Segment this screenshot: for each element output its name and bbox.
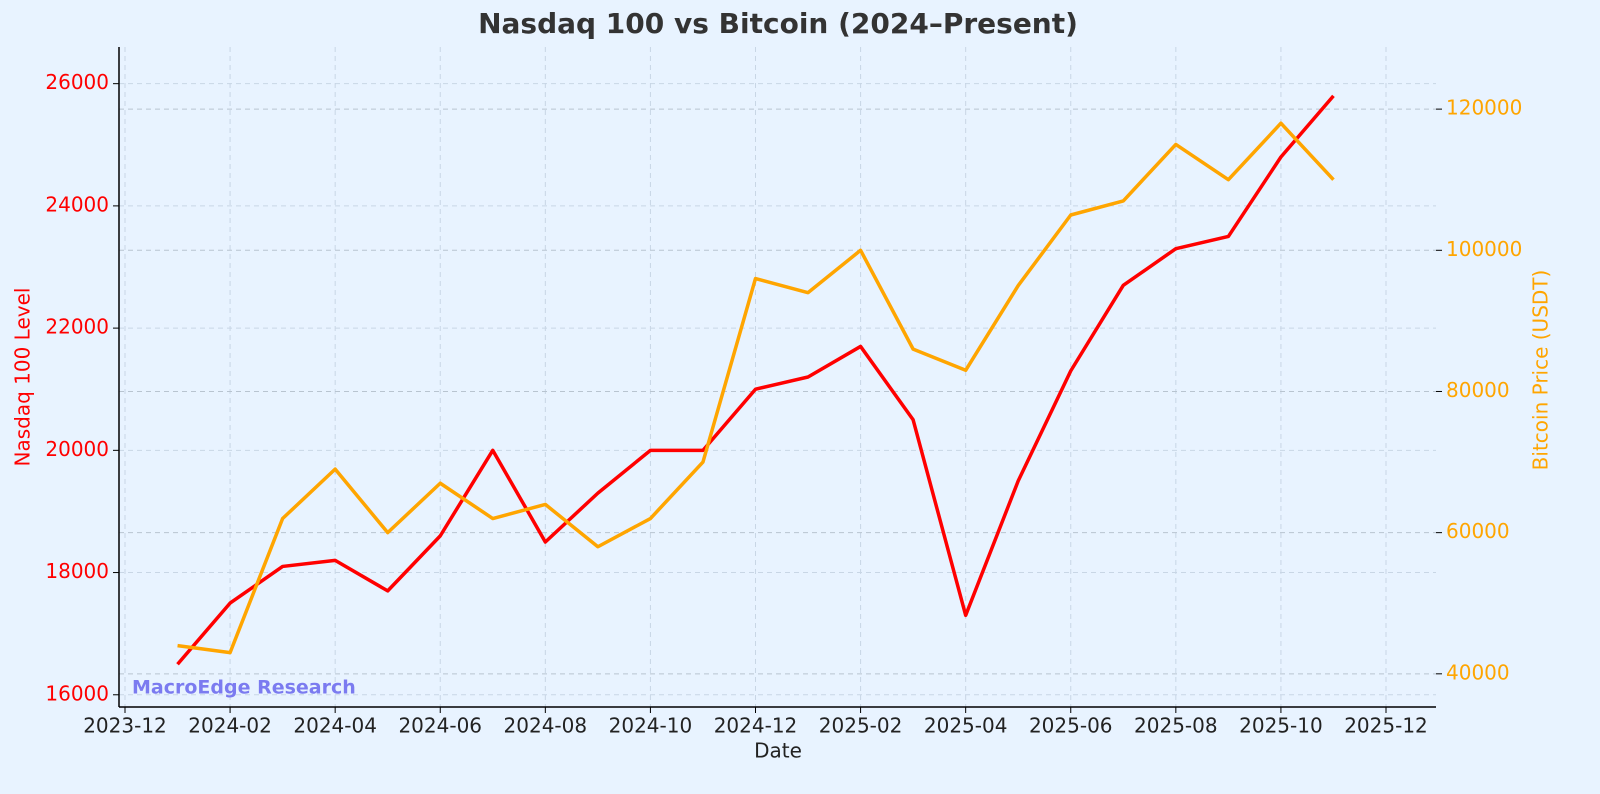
x-tick-label: 2024-02 (188, 714, 272, 738)
watermark: MacroEdge Research (132, 677, 356, 699)
y-tick-label: 18000 (45, 559, 109, 583)
x-tick-label: 2024-04 (293, 714, 377, 738)
x-tick-label: 2025-04 (924, 714, 1008, 738)
x-tick-label: 2024-08 (504, 714, 588, 738)
x-tick-label: 2025-08 (1134, 714, 1218, 738)
y2-tick-label: 40000 (1446, 660, 1510, 684)
x-tick-label: 2024-06 (398, 714, 482, 738)
y-tick-label: 16000 (45, 681, 109, 705)
x-tick-label: 2024-12 (714, 714, 798, 738)
y2-tick-label: 120000 (1446, 96, 1522, 120)
x-tick-label: 2025-10 (1239, 714, 1323, 738)
x-tick-label: 2025-02 (819, 714, 903, 738)
x-tick-label: 2025-06 (1029, 714, 1113, 738)
series-line (177, 121, 1335, 655)
y-tick-label: 26000 (45, 70, 109, 94)
x-tick-label: 2024-10 (609, 714, 693, 738)
y2-tick-label: 100000 (1446, 237, 1522, 261)
x-tick-label: 2023-12 (83, 714, 167, 738)
y-tick-label: 22000 (45, 315, 109, 339)
x-tick-label: 2025-12 (1344, 714, 1428, 738)
y-axis-label: Nasdaq 100 Level (11, 288, 35, 467)
y-tick-label: 20000 (45, 437, 109, 461)
y2-axis-label: Bitcoin Price (USDT) (1529, 270, 1553, 471)
y2-tick-label: 80000 (1446, 378, 1510, 402)
y2-tick-label: 60000 (1446, 519, 1510, 543)
x-axis-label: Date (754, 739, 802, 763)
y-tick-label: 24000 (45, 192, 109, 216)
series-line (176, 94, 1335, 666)
chart-title: Nasdaq 100 vs Bitcoin (2024–Present) (478, 7, 1078, 40)
